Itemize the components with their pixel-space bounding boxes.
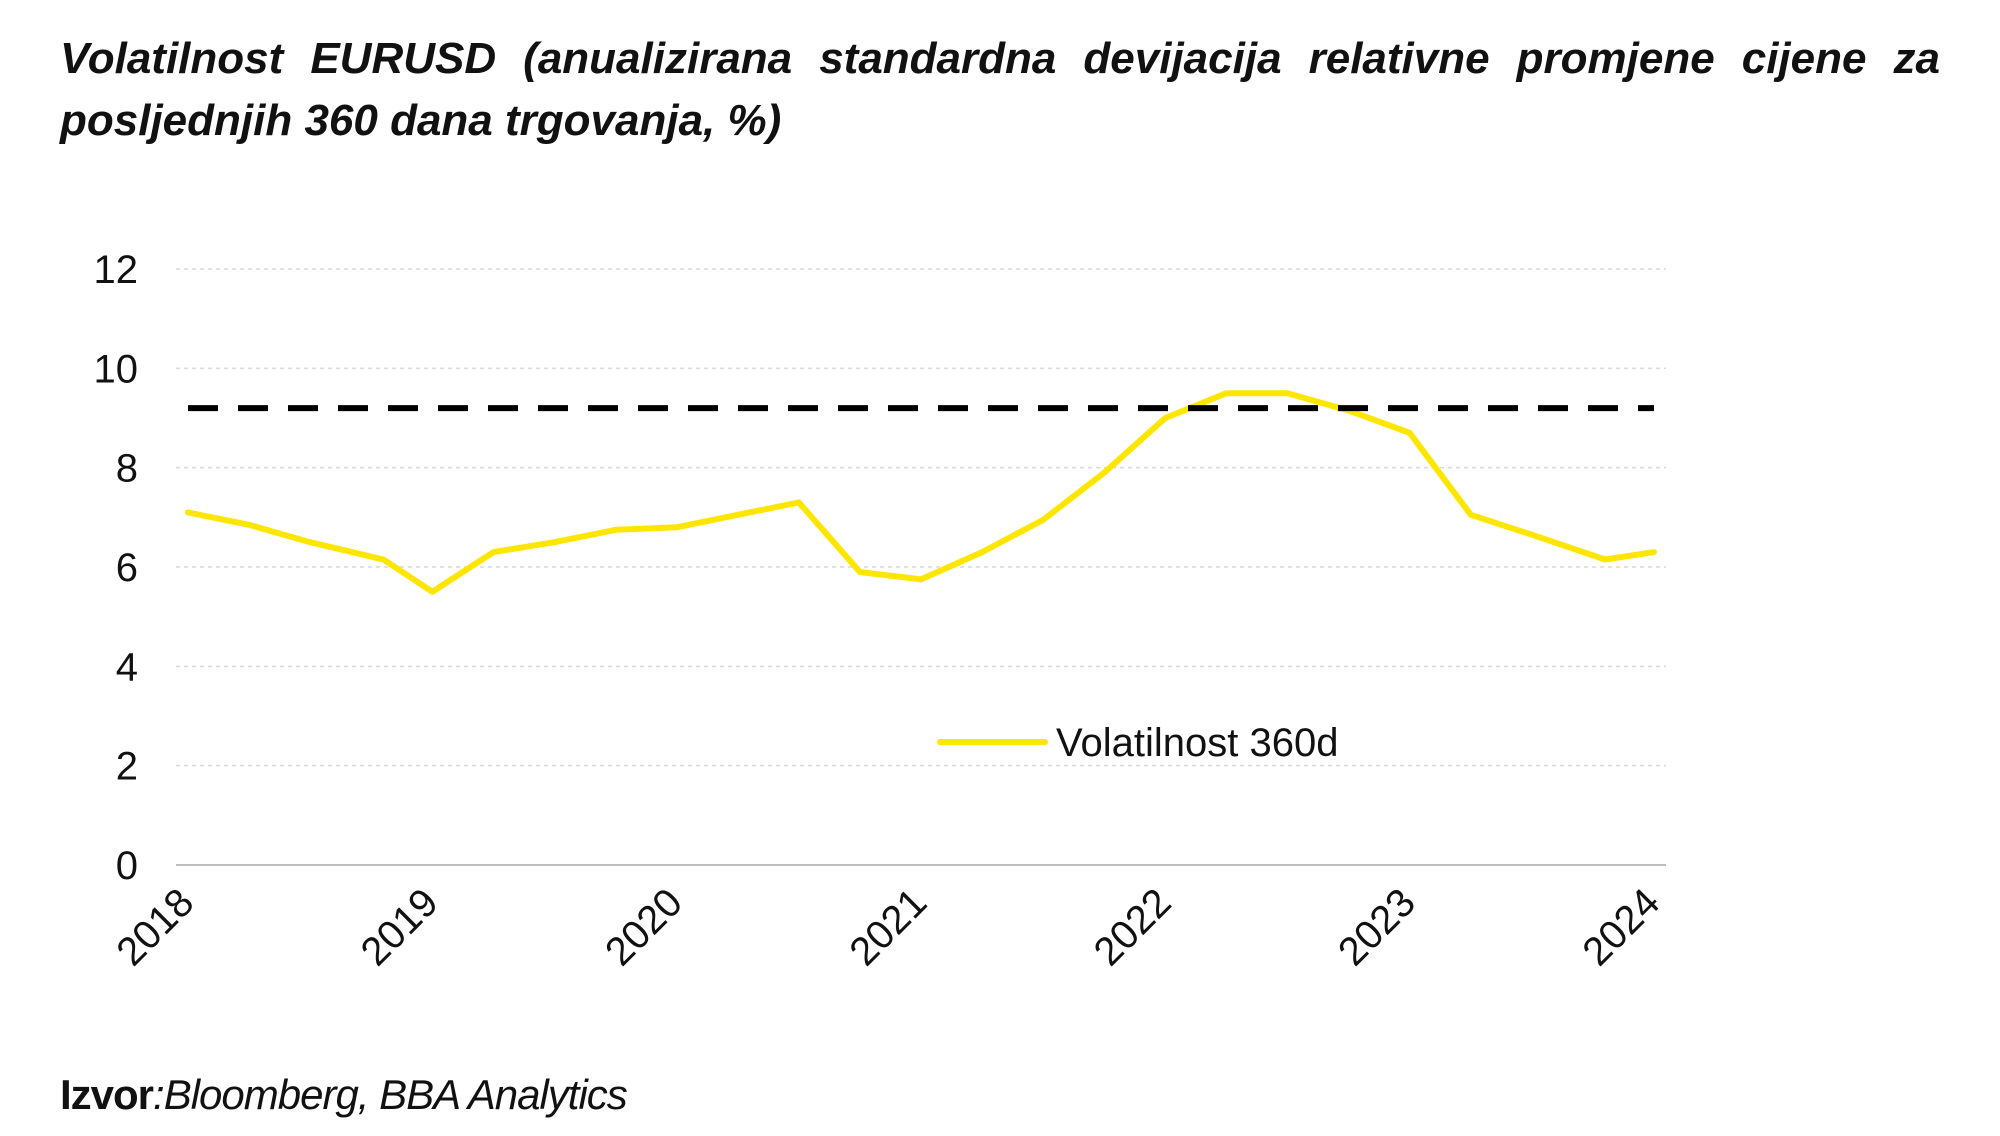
y-tick-label-0: 0 — [116, 844, 138, 888]
y-tick-label-4: 4 — [116, 645, 138, 689]
series-line-volatilnost — [185, 390, 1657, 595]
x-tick-label-2023: 2023 — [1330, 880, 1424, 974]
x-tick-label-2019: 2019 — [353, 880, 447, 974]
source-text: :Bloomberg, BBA Analytics — [153, 1071, 628, 1118]
x-axis: 2018 2019 2020 2021 2022 2023 2024 — [108, 880, 1668, 974]
source-note: Izvor:Bloomberg, BBA Analytics — [60, 1070, 628, 1120]
y-tick-label-12: 12 — [94, 248, 139, 292]
legend-label: Volatilnost 360d — [1056, 721, 1338, 765]
x-tick-label-2018: 2018 — [108, 880, 202, 974]
x-tick-label-2022: 2022 — [1086, 880, 1180, 974]
y-tick-label-6: 6 — [116, 546, 138, 590]
source-label: Izvor — [60, 1071, 154, 1118]
legend: Volatilnost 360d — [937, 721, 1338, 765]
x-tick-label-2021: 2021 — [841, 880, 935, 974]
x-tick-label-2024: 2024 — [1574, 880, 1668, 974]
series-layer — [185, 390, 1657, 595]
chart-title: Volatilnost EURUSD (anualizirana standar… — [60, 34, 1940, 145]
y-axis: 0 2 4 6 8 10 12 — [94, 248, 139, 888]
gridlines — [176, 268, 1666, 866]
y-tick-label-2: 2 — [116, 745, 138, 789]
x-tick-label-2020: 2020 — [597, 880, 691, 974]
y-tick-label-8: 8 — [116, 447, 138, 491]
y-tick-label-10: 10 — [94, 347, 139, 391]
